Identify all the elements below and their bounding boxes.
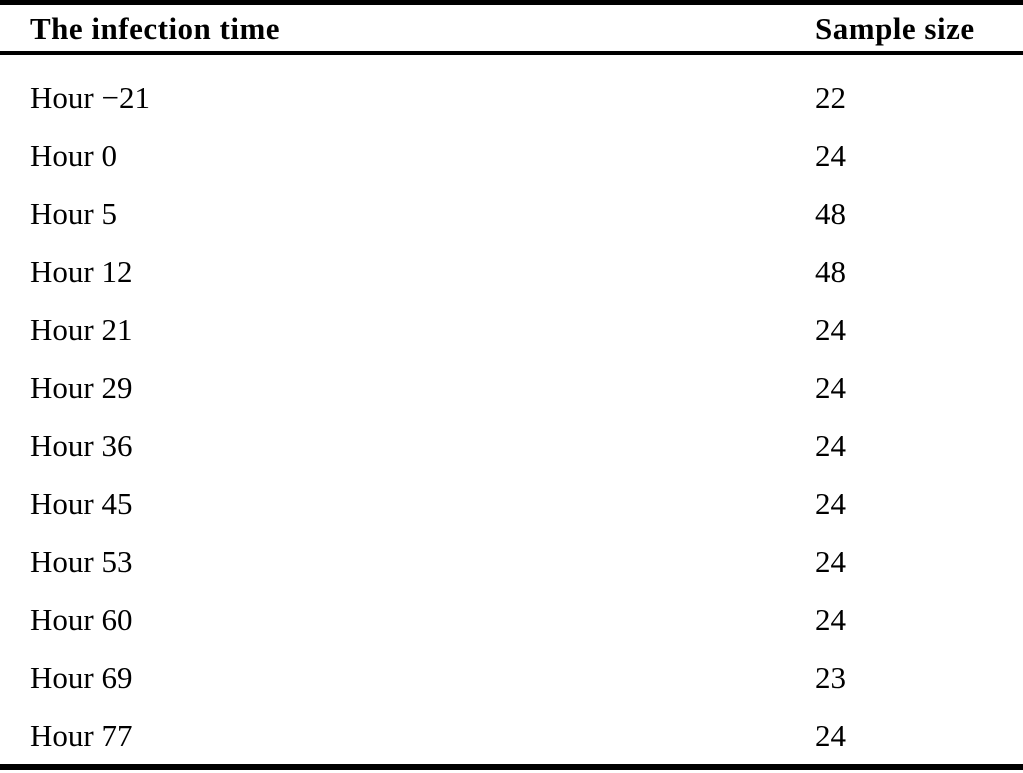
table-row: Hour 69 23 <box>0 648 1023 706</box>
table-row: Hour 12 48 <box>0 242 1023 300</box>
table-row: Hour 5 48 <box>0 184 1023 242</box>
sample-size-cell: 24 <box>815 311 846 347</box>
table-body: Hour −21 22 Hour 0 24 Hour 5 48 Hour 12 … <box>0 53 1023 767</box>
sample-size-cell: 24 <box>815 717 846 753</box>
sample-size-cell: 24 <box>815 543 846 579</box>
infection-time-cell: Hour 12 <box>30 253 133 289</box>
header-row: The infection time Sample size <box>0 2 1023 55</box>
table-row: Hour 77 24 <box>0 706 1023 767</box>
table-row: Hour 21 24 <box>0 300 1023 358</box>
sample-size-cell: 48 <box>815 195 846 231</box>
column-header-sample-size: Sample size <box>815 2 1023 55</box>
sample-size-cell: 24 <box>815 427 846 463</box>
infection-time-cell: Hour 69 <box>30 659 133 695</box>
sample-size-cell: 48 <box>815 253 846 289</box>
infection-time-cell: Hour 21 <box>30 311 133 347</box>
infection-time-cell: Hour 60 <box>30 601 133 637</box>
table-row: Hour 45 24 <box>0 474 1023 532</box>
table-row: Hour −21 22 <box>0 53 1023 126</box>
table-row: Hour 60 24 <box>0 590 1023 648</box>
sample-size-cell: 24 <box>815 137 846 173</box>
table-row: Hour 0 24 <box>0 126 1023 184</box>
infection-time-cell: Hour 29 <box>30 369 133 405</box>
infection-time-cell: Hour 5 <box>30 195 117 231</box>
table-row: Hour 36 24 <box>0 416 1023 474</box>
column-header-infection-time: The infection time <box>0 2 815 55</box>
infection-time-cell: Hour 36 <box>30 427 133 463</box>
sample-size-cell: 24 <box>815 485 846 521</box>
sample-size-cell: 22 <box>815 79 846 115</box>
sample-size-cell: 23 <box>815 659 846 695</box>
infection-time-cell: Hour −21 <box>30 79 150 115</box>
table-row: Hour 53 24 <box>0 532 1023 590</box>
infection-time-cell: Hour 0 <box>30 137 117 173</box>
sample-size-cell: 24 <box>815 369 846 405</box>
infection-time-cell: Hour 45 <box>30 485 133 521</box>
infection-time-cell: Hour 53 <box>30 543 133 579</box>
table-row: Hour 29 24 <box>0 358 1023 416</box>
sample-size-cell: 24 <box>815 601 846 637</box>
infection-time-cell: Hour 77 <box>30 717 133 753</box>
